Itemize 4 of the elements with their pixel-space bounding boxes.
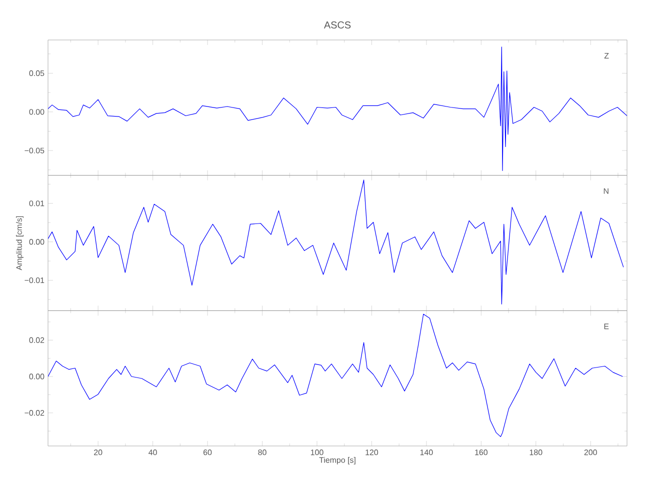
chart-title: ASCS <box>324 21 351 28</box>
line-series <box>48 46 628 171</box>
line-series <box>48 314 623 438</box>
line-series <box>48 180 624 304</box>
